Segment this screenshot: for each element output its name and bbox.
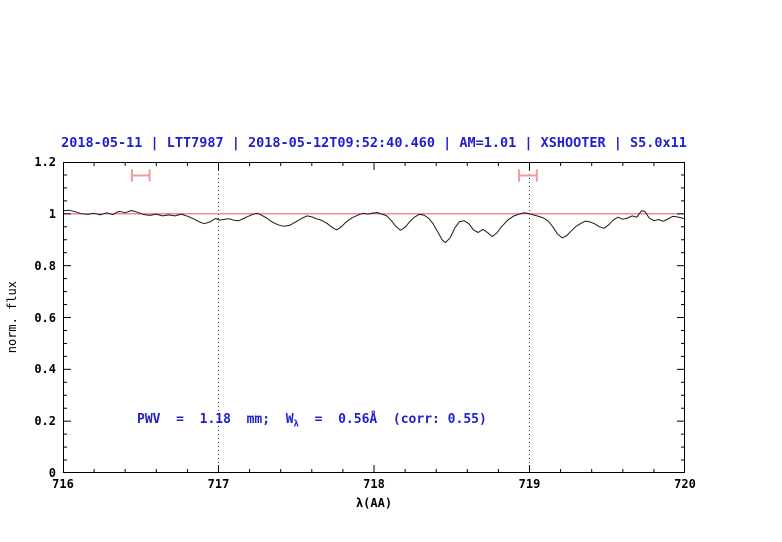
y-tick-label-0.2: 0.2 (34, 414, 56, 429)
pwv-annotation: PWV = 1.18 mm; Wλ = 0.56Å (corr: 0.55) (137, 412, 487, 430)
x-axis-title: λ(AA) (355, 496, 393, 510)
x-tick-label-720: 720 (674, 477, 696, 491)
y-tick-label-1: 1 (48, 206, 56, 221)
x-tick-label-716: 716 (52, 477, 74, 491)
y-axis-title: norm. flux (5, 281, 19, 354)
plot-area (63, 162, 685, 473)
plot-frame (63, 162, 685, 473)
normalized-spectrum-line (63, 209, 685, 244)
y-tick-label-0.4: 0.4 (34, 362, 56, 377)
y-tick-label-0.8: 0.8 (34, 258, 56, 273)
y-tick-label-0: 0 (48, 466, 56, 480)
chart-title: 2018-05-11 | LTT7987 | 2018-05-12T09:52:… (61, 135, 687, 151)
spectrum-plot-svg (63, 162, 685, 473)
x-tick-label-717: 717 (207, 477, 230, 491)
pwv-annotation-pre: PWV = 1.18 mm; W (137, 412, 294, 427)
pwv-annotation-post: = 0.56Å (corr: 0.55) (298, 412, 487, 427)
pwv-annotation-subscript: λ (293, 419, 299, 430)
y-tick-label-1.2: 1.2 (34, 155, 56, 169)
x-tick-label-718: 718 (363, 477, 385, 491)
y-tick-label-0.6: 0.6 (34, 310, 56, 325)
x-tick-label-719: 719 (518, 477, 541, 491)
